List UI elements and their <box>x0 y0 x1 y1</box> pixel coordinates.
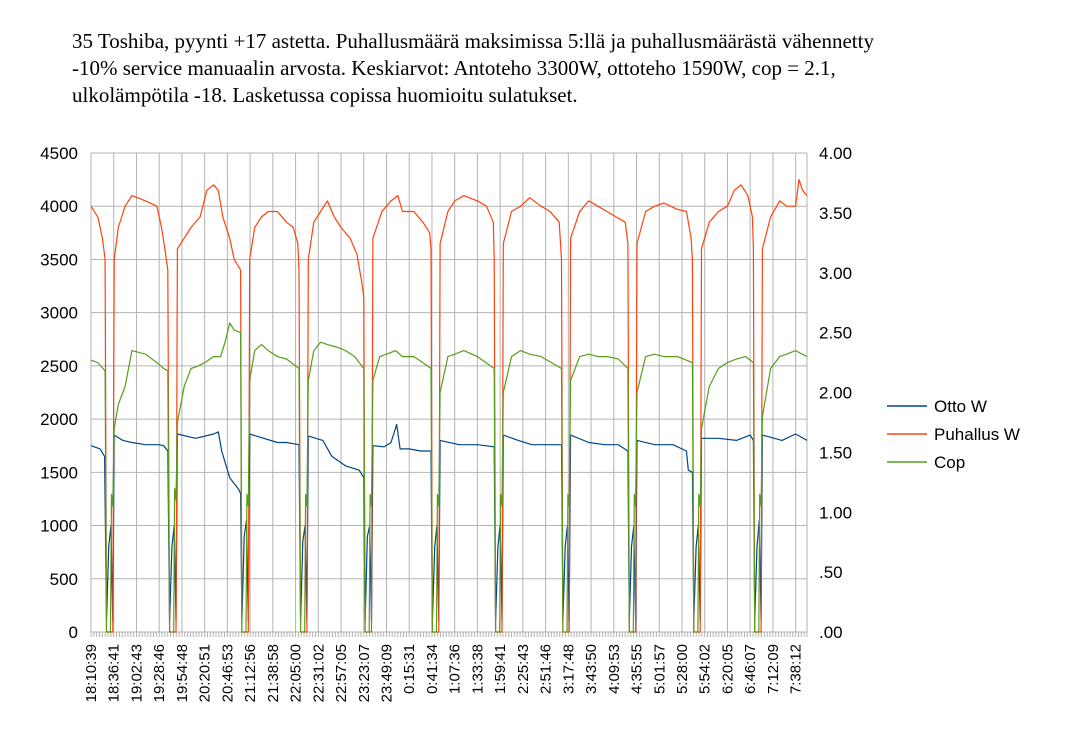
y-left-tick-label: 3500 <box>40 250 78 269</box>
chart-title-line-3: ulkolämpötila -18. Lasketussa copissa hu… <box>72 83 578 107</box>
x-tick-label: 22:57:05 <box>333 644 350 702</box>
x-tick-label: 23:49:09 <box>378 644 395 702</box>
y-left-tick-label: 1500 <box>40 463 78 482</box>
x-tick-label: 18:36:41 <box>106 644 123 702</box>
y-right-tick-label: .50 <box>819 563 843 582</box>
x-tick-label: 2:25:43 <box>515 644 532 694</box>
x-tick-label: 4:35:55 <box>629 644 646 694</box>
y-axis-left-ticks: 0 500 1000 1500 2000 2500 3000 3500 4000 4500 <box>40 144 78 642</box>
legend-entry: Puhallus W <box>934 425 1020 444</box>
x-tick-label: 5:54:02 <box>697 644 714 694</box>
x-tick-label: 5:01:57 <box>651 644 668 694</box>
y-right-tick-label: 2.50 <box>819 324 852 343</box>
x-tick-label: 20:46:53 <box>219 644 236 702</box>
legend: Otto W Puhallus W Cop <box>887 397 1020 472</box>
y-left-tick-label: 0 <box>69 623 78 642</box>
series-line-otto-w <box>90 423 808 622</box>
grid-lines <box>90 152 807 633</box>
y-right-tick-label: 1.00 <box>819 503 852 522</box>
chart-title-line-1: 35 Toshiba, pyynti +17 astetta. Puhallus… <box>72 29 874 53</box>
y-right-tick-label: 3.00 <box>819 264 852 283</box>
x-tick-label: 3:17:48 <box>560 644 577 694</box>
x-tick-label: 21:38:58 <box>265 644 282 702</box>
x-tick-label: 3:43:50 <box>583 644 600 694</box>
y-right-tick-label: 4.00 <box>819 144 852 163</box>
legend-entry: Cop <box>934 453 965 472</box>
x-tick-label: 0:41:34 <box>424 644 441 694</box>
x-tick-label: 2:51:46 <box>538 644 555 694</box>
x-tick-label: 23:23:07 <box>356 644 373 702</box>
y-right-tick-label: 1.50 <box>819 443 852 462</box>
y-left-tick-label: 4500 <box>40 144 78 163</box>
x-tick-label: 5:28:00 <box>674 644 691 694</box>
y-right-tick-label: 3.50 <box>819 204 852 223</box>
x-tick-label: 0:15:31 <box>401 644 418 694</box>
x-tick-label: 6:46:07 <box>742 644 759 694</box>
x-tick-label: 7:12:09 <box>765 644 782 694</box>
x-tick-label: 21:12:56 <box>242 644 259 702</box>
y-right-tick-label: 2.00 <box>819 384 852 403</box>
y-left-tick-label: 500 <box>50 570 78 589</box>
series-lines <box>90 179 808 633</box>
x-tick-label: 6:20:05 <box>719 644 736 694</box>
x-tick-label: 1:33:38 <box>469 644 486 694</box>
x-tick-label: 18:10:39 <box>83 644 100 702</box>
chart-title-line-2: -10% service manuaalin arvosta. Keskiarv… <box>72 56 836 80</box>
x-tick-label: 7:38:12 <box>788 644 805 694</box>
x-tick-label: 19:28:46 <box>151 644 168 702</box>
series-line-cop <box>90 322 808 633</box>
y-right-tick-label: .00 <box>819 623 843 642</box>
x-tick-label: 4:09:53 <box>606 644 623 694</box>
chart-title: 35 Toshiba, pyynti +17 astetta. Puhallus… <box>72 28 1032 109</box>
x-tick-label: 22:05:00 <box>288 644 305 702</box>
y-left-tick-label: 4000 <box>40 197 78 216</box>
y-axis-right-ticks: .00 .50 1.00 1.50 2.00 2.50 3.00 3.50 4.00 <box>819 144 852 642</box>
x-tick-label: 1:59:41 <box>492 644 509 694</box>
x-tick-label: 1:07:36 <box>447 644 464 694</box>
y-left-tick-label: 2500 <box>40 357 78 376</box>
x-tick-label: 19:02:43 <box>128 644 145 702</box>
y-left-tick-label: 2000 <box>40 410 78 429</box>
legend-entry: Otto W <box>934 397 987 416</box>
x-tick-label: 22:31:02 <box>310 644 327 702</box>
x-axis-ticks: 18:10:39 18:36:41 19:02:43 19:28:46 19:54:48… <box>83 644 805 702</box>
y-left-tick-label: 1000 <box>40 517 78 536</box>
y-left-tick-label: 3000 <box>40 304 78 323</box>
x-tick-label: 19:54:48 <box>174 644 191 702</box>
x-tick-label: 20:20:51 <box>197 644 214 702</box>
axes <box>90 153 808 637</box>
